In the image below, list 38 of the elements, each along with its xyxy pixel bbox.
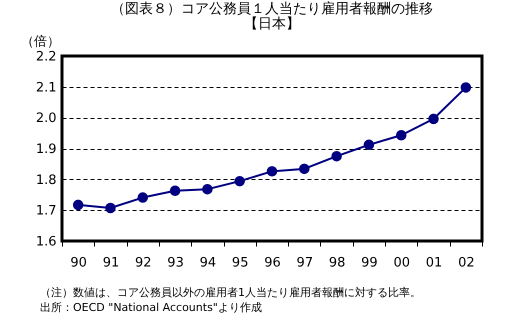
x-tick-label: 99 [361,256,378,270]
point [105,202,116,214]
point [234,176,245,186]
point [170,186,180,196]
y-tick-label: 2.0 [36,111,56,126]
x-tick-label: 91 [102,256,120,270]
y-tick-label: 2.1 [36,80,56,96]
y-tick-label: 1.7 [36,204,56,219]
x-tick-label: 95 [232,256,248,270]
point [460,82,472,93]
y-axis-title: （倍） [21,34,60,50]
x-tick-label: 00 [393,256,410,270]
y-tick-label: 1.9 [36,142,56,157]
point [364,140,374,150]
x-tick-label: 96 [264,256,281,270]
point [72,200,84,210]
x-tick-label: 90 [70,256,87,270]
y-tick-label: 1.8 [36,172,56,188]
y-tick-label: 1.6 [36,234,56,250]
text: 出所：OECD "National Accounts"より作成 [40,300,263,315]
point [331,150,342,162]
point [266,166,278,177]
point [138,192,148,203]
x-tick-label: 98 [328,256,346,270]
chart-subtitle: 【日本】 [244,16,300,32]
x-tick-label: 93 [167,256,184,270]
point [299,164,310,174]
y-tick-label: 2.2 [36,50,56,64]
point [428,114,439,124]
point [202,184,213,194]
x-tick-label: 01 [426,256,442,270]
x-tick-label: 02 [458,256,475,270]
x-tick-label: 97 [296,256,314,270]
chart-title: （図表８）コア公務員１人当たり雇用者報酬の推移 [111,1,433,17]
x-tick-label: 92 [134,256,152,270]
x-tick-label: 94 [200,256,216,270]
text: （注）数値は、コア公務員以外の雇用者1人当たり雇用者報酬に対する比率。 [40,285,422,300]
point [396,130,406,140]
